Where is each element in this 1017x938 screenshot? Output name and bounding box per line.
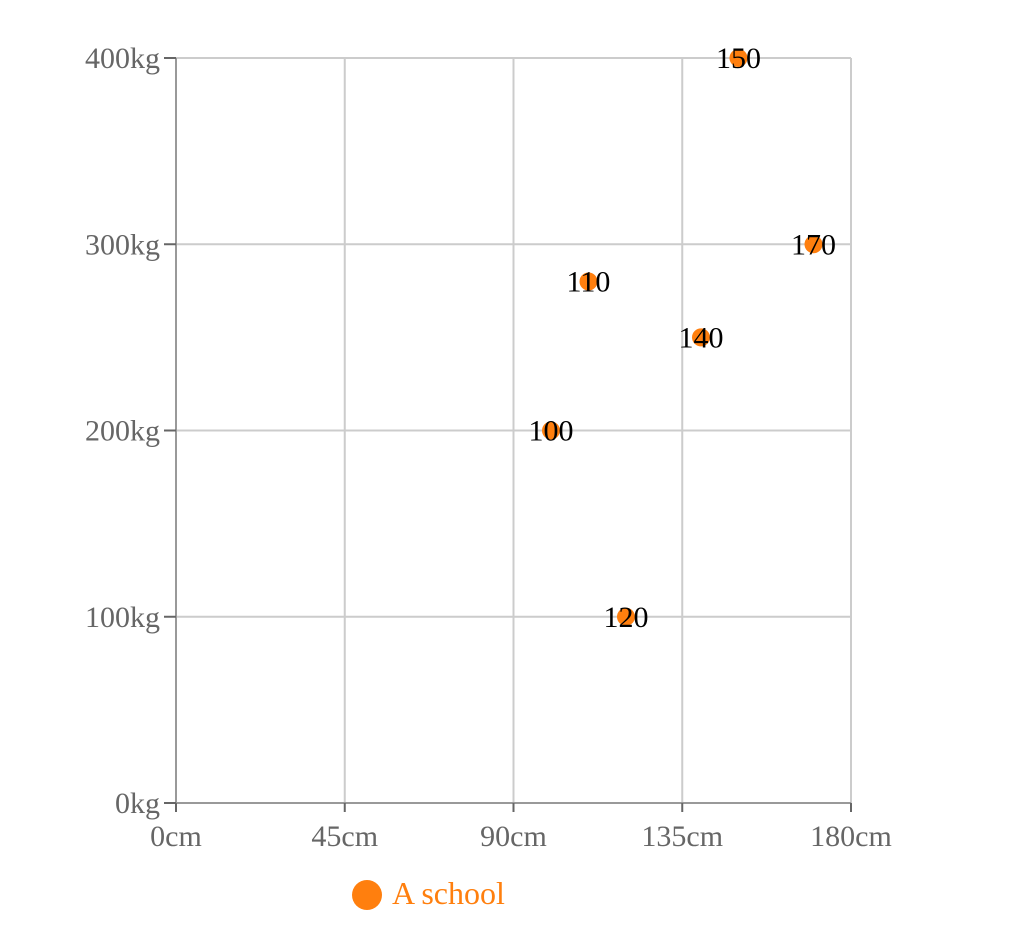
- point-label: 150: [716, 42, 761, 75]
- y-axis-ticks: 0kg 100kg 200kg 300kg 400kg: [85, 42, 176, 820]
- x-tick-label: 180cm: [810, 820, 892, 853]
- point-label: 170: [791, 228, 836, 261]
- point-label: 120: [604, 601, 649, 634]
- legend[interactable]: A school: [352, 875, 505, 911]
- x-tick-label: 90cm: [480, 820, 547, 853]
- legend-marker: [352, 880, 382, 910]
- y-tick-label: 100kg: [85, 601, 160, 634]
- legend-label: A school: [392, 875, 505, 911]
- point-label: 110: [567, 266, 611, 299]
- x-tick-label: 45cm: [311, 820, 378, 853]
- data-points: 100 110 120 140 150 170: [529, 42, 837, 634]
- x-tick-label: 0cm: [150, 820, 202, 853]
- point-label: 140: [679, 321, 724, 354]
- grid-lines: [175, 57, 852, 804]
- y-tick-label: 400kg: [85, 42, 160, 75]
- y-tick-label: 200kg: [85, 415, 160, 448]
- x-tick-label: 135cm: [641, 820, 723, 853]
- x-axis-ticks: 0cm 45cm 90cm 135cm 180cm: [150, 803, 892, 853]
- point-label: 100: [529, 415, 574, 448]
- scatter-point[interactable]: [692, 328, 710, 347]
- scatter-point[interactable]: [804, 235, 823, 254]
- scatter-point[interactable]: [617, 607, 635, 626]
- y-tick-label: 0kg: [115, 787, 160, 820]
- scatter-point[interactable]: [579, 272, 598, 291]
- scatter-point[interactable]: [729, 49, 748, 67]
- scatter-point[interactable]: [542, 421, 560, 440]
- y-tick-label: 300kg: [85, 228, 160, 261]
